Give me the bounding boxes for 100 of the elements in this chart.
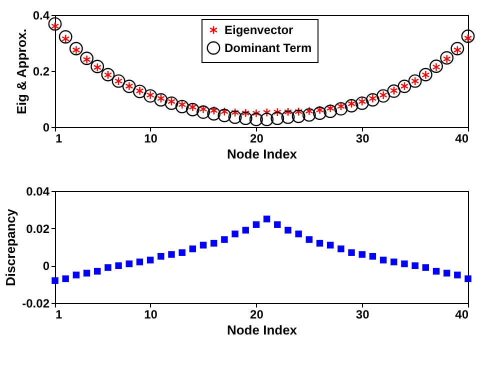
y-tick-label: 0.02: [26, 222, 50, 236]
point: [326, 242, 334, 248]
point: [232, 230, 238, 238]
point: [401, 260, 408, 268]
point: [358, 251, 366, 258]
point: [454, 272, 461, 278]
point: [168, 251, 175, 258]
point: [62, 275, 69, 282]
x-tick-label: 40: [455, 132, 469, 146]
point: [348, 249, 355, 256]
point: [136, 258, 144, 266]
point: [231, 108, 239, 117]
point: [175, 100, 189, 114]
point: [443, 270, 450, 276]
point: [101, 68, 115, 82]
point: [52, 277, 58, 284]
point: [238, 112, 252, 126]
point: [104, 264, 112, 271]
point: [218, 108, 232, 122]
point: [380, 256, 387, 264]
point: [376, 89, 390, 103]
y-tick-label: 0.04: [26, 184, 50, 198]
point: [262, 108, 271, 117]
point: [207, 107, 221, 121]
y-tick-label: 0.2: [32, 64, 50, 78]
point: [461, 30, 475, 43]
point: [412, 262, 418, 270]
point: [398, 80, 412, 94]
point: [94, 268, 101, 275]
point: [189, 246, 196, 252]
x-tick-label: 20: [250, 132, 264, 146]
point: [450, 42, 464, 56]
point: [115, 262, 122, 270]
point: [324, 104, 338, 118]
point: [252, 221, 260, 228]
point: [90, 60, 104, 74]
point: [249, 112, 263, 126]
y-tick-label: 0: [42, 259, 50, 274]
x-tick-label: 10: [144, 308, 158, 322]
point: [252, 108, 260, 118]
point: [432, 268, 440, 275]
point: [58, 30, 72, 44]
x-tick-label: 20: [250, 308, 264, 322]
point: [186, 102, 200, 116]
legend-label: Dominant Term: [224, 41, 312, 55]
point: [338, 246, 344, 252]
point: [369, 252, 376, 260]
point: [178, 249, 186, 256]
point: [158, 252, 164, 260]
point: [48, 17, 62, 31]
point: [122, 80, 136, 94]
point: [242, 108, 250, 118]
point: [334, 102, 348, 116]
x-axis-title: Node Index: [226, 146, 298, 162]
point: [242, 226, 249, 234]
y-axis-title: Eig & Approx.: [14, 28, 29, 114]
point: [126, 260, 132, 268]
point: [260, 112, 274, 126]
y-tick-label: 0.4: [32, 8, 50, 22]
point: [80, 52, 94, 66]
point: [292, 110, 306, 124]
x-axis-title: Node Index: [226, 322, 298, 338]
x-tick-label: 30: [356, 308, 370, 322]
point: [316, 240, 324, 247]
point: [281, 110, 295, 124]
point: [418, 68, 432, 82]
point: [302, 108, 316, 122]
point: [132, 84, 146, 98]
point: [284, 226, 292, 234]
point: [344, 99, 358, 112]
point: [210, 240, 218, 247]
y-tick-label: 0: [42, 120, 50, 134]
point: [112, 74, 126, 88]
point: [273, 108, 282, 117]
point: [200, 242, 207, 248]
point: [146, 256, 154, 264]
x-tick-label: 1: [56, 132, 62, 146]
point: [72, 272, 80, 278]
point: [284, 107, 292, 116]
point: [306, 236, 313, 243]
point: [274, 221, 281, 228]
y-axis-title: Discrepancy: [3, 208, 18, 286]
point: [464, 275, 472, 282]
point: [387, 84, 401, 98]
point: [196, 105, 210, 119]
point: [83, 270, 90, 276]
x-tick-label: 10: [144, 132, 158, 146]
point: [355, 96, 369, 110]
legend-label: Eigenvector: [224, 23, 294, 37]
point: [408, 74, 422, 88]
x-tick-label: 30: [356, 132, 370, 146]
x-tick-label: 40: [455, 308, 469, 322]
point: [221, 236, 228, 243]
point: [228, 110, 242, 124]
point: [390, 258, 398, 266]
point: [430, 60, 443, 73]
x-tick-label: 1: [56, 308, 62, 322]
point: [422, 264, 429, 271]
point: [69, 42, 83, 56]
point: [295, 230, 302, 238]
